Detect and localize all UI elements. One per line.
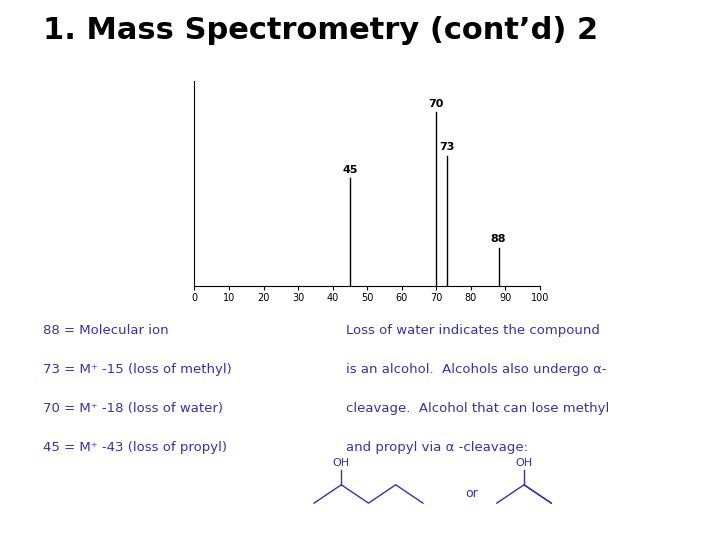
Text: OH: OH: [516, 458, 533, 468]
Text: 45: 45: [342, 165, 358, 175]
Text: 73 = M⁺ -15 (loss of methyl): 73 = M⁺ -15 (loss of methyl): [43, 363, 232, 376]
Text: cleavage.  Alcohol that can lose methyl: cleavage. Alcohol that can lose methyl: [346, 402, 609, 415]
Text: 45 = M⁺ -43 (loss of propyl): 45 = M⁺ -43 (loss of propyl): [43, 441, 228, 454]
Text: Loss of water indicates the compound: Loss of water indicates the compound: [346, 324, 600, 337]
Text: 70: 70: [428, 99, 444, 109]
Text: 88: 88: [491, 234, 506, 245]
Text: is an alcohol.  Alcohols also undergo α-: is an alcohol. Alcohols also undergo α-: [346, 363, 606, 376]
Text: 88 = Molecular ion: 88 = Molecular ion: [43, 324, 168, 337]
Text: 1. Mass Spectrometry (cont’d) 2: 1. Mass Spectrometry (cont’d) 2: [43, 16, 598, 45]
Text: OH: OH: [333, 458, 350, 468]
Text: and propyl via α -cleavage:: and propyl via α -cleavage:: [346, 441, 528, 454]
Text: or: or: [465, 488, 478, 501]
Text: 73: 73: [439, 143, 454, 152]
Text: 70 = M⁺ -18 (loss of water): 70 = M⁺ -18 (loss of water): [43, 402, 223, 415]
